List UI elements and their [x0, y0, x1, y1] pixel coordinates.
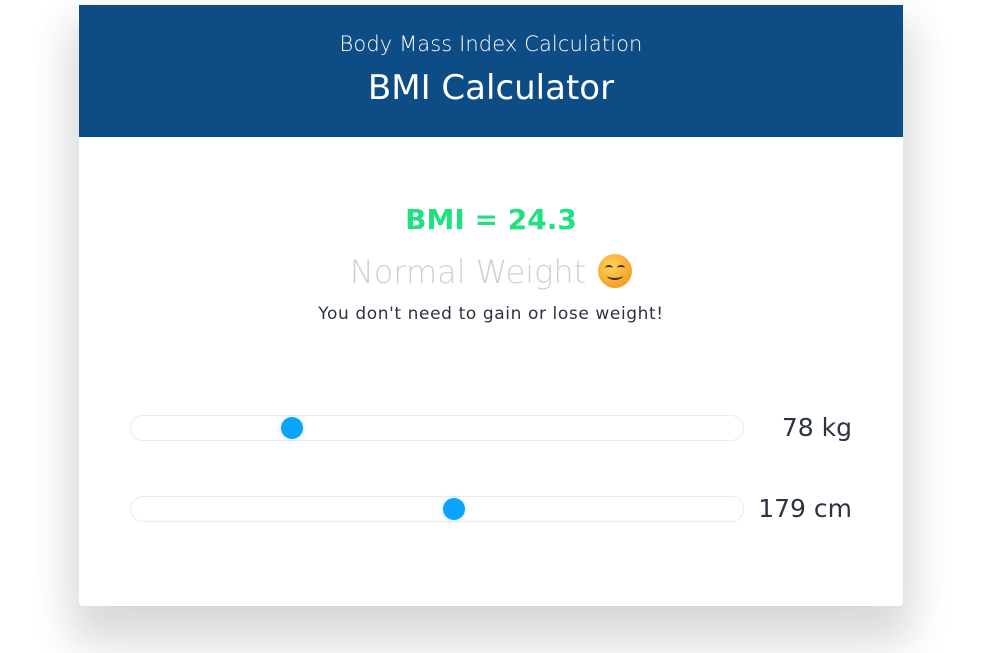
- bmi-value: BMI = 24.3: [405, 203, 577, 236]
- weight-category-label: Normal Weight: [349, 253, 587, 291]
- height-slider-track[interactable]: [130, 496, 744, 522]
- page-title: BMI Calculator: [367, 68, 615, 108]
- weight-value: 78 kg: [781, 413, 852, 442]
- smiling-face-icon: [598, 254, 633, 288]
- height-slider-thumb[interactable]: [443, 498, 465, 520]
- bmi-calculator-card: Body Mass Index Calculation BMI Calculat…: [79, 5, 903, 606]
- weight-category: Normal Weight: [79, 253, 903, 291]
- advice-text: You don't need to gain or lose weight!: [318, 304, 664, 324]
- header: Body Mass Index Calculation BMI Calculat…: [79, 5, 903, 137]
- weight-slider-track[interactable]: [130, 415, 744, 441]
- weight-slider-thumb[interactable]: [281, 417, 303, 439]
- height-value: 179 cm: [758, 494, 852, 523]
- height-slider-row: 179 cm: [130, 494, 852, 523]
- weight-slider-row: 78 kg: [130, 413, 852, 442]
- header-subtitle: Body Mass Index Calculation: [339, 32, 643, 56]
